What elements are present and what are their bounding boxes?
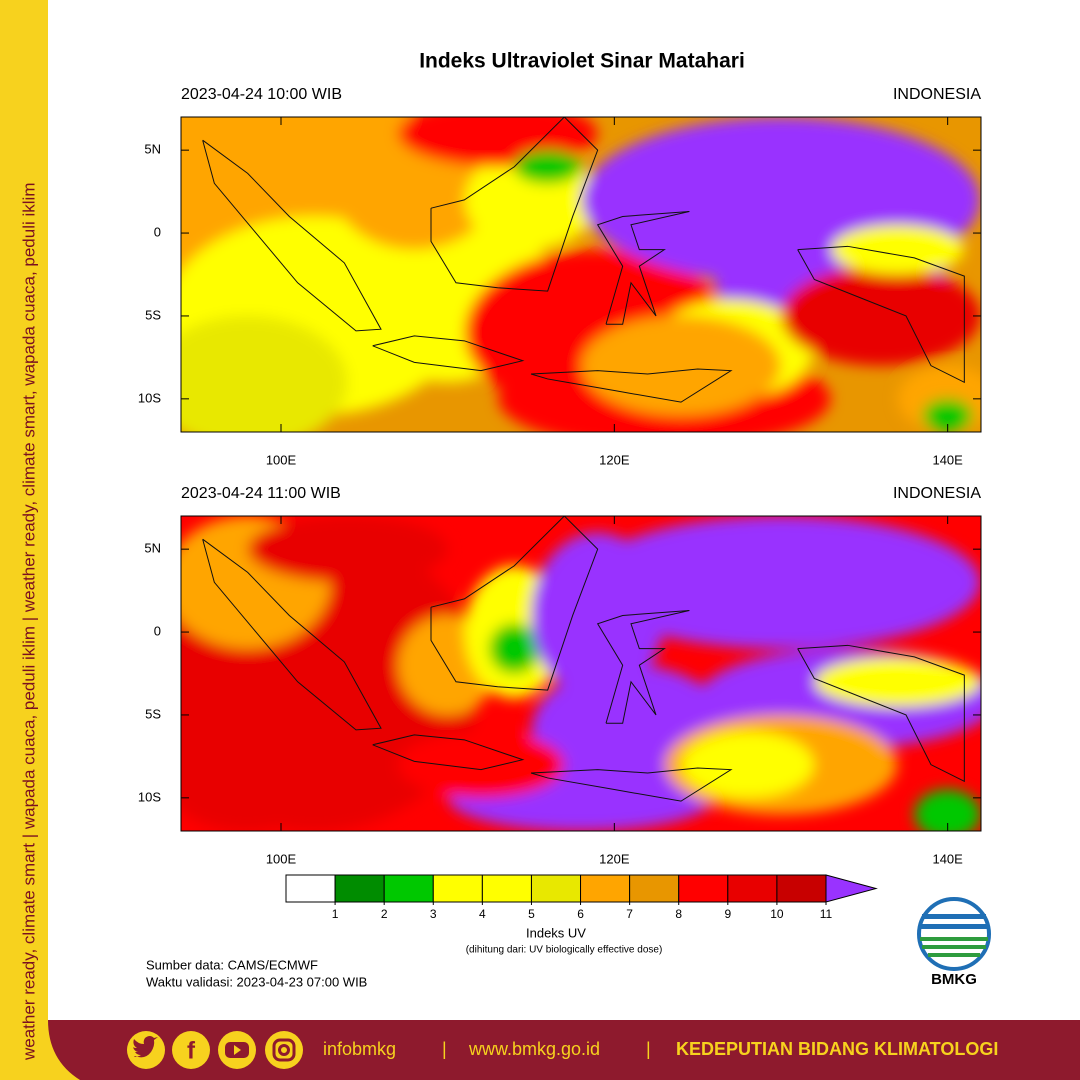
y-tick-label: 5S [145, 706, 161, 721]
legend-note: (dihitung dari: UV biologically effectiv… [466, 945, 663, 956]
x-tick-label: 120E [599, 851, 630, 866]
colorbar-label: 5 [528, 907, 535, 921]
coastline [430, 117, 599, 292]
x-tick-label: 140E [932, 452, 963, 467]
colorbar-box [334, 874, 385, 903]
y-tick-label: 5N [144, 142, 161, 157]
y-tick-label: 10S [138, 390, 161, 405]
colorbar-label: 6 [577, 907, 584, 921]
colorbar-box [678, 874, 729, 903]
colorbar-arrow [825, 874, 878, 903]
coastline [430, 516, 599, 691]
uv-region [581, 315, 781, 416]
source-valid: Waktu validasi: 2023-04-23 07:00 WIB [146, 974, 367, 989]
uv-region [581, 516, 981, 649]
x-tick-label: 100E [266, 851, 297, 866]
sidebar-text: weather ready, climate smart | wapada cu… [19, 183, 38, 1061]
footer-separator: | [442, 1039, 447, 1059]
uv-region [922, 398, 973, 432]
x-tick-label: 140E [932, 851, 963, 866]
y-tick-label: 0 [154, 623, 161, 638]
coastline [797, 245, 965, 384]
social-icons[interactable]: f [127, 1031, 303, 1069]
uv-region [248, 516, 448, 583]
uv-map [181, 117, 981, 432]
panel-region: INDONESIA [893, 485, 981, 502]
svg-text:f: f [187, 1037, 196, 1064]
uv-region [181, 731, 331, 831]
colorbar-box [383, 874, 434, 903]
colorbar-box [285, 874, 336, 903]
x-tick-label: 100E [266, 452, 297, 467]
bmkg-logo [917, 897, 991, 971]
footer-unit: KEDEPUTIAN BIDANG KLIMATOLOGI [676, 1039, 998, 1059]
colorbar-label: 10 [770, 907, 784, 921]
map-frame [180, 116, 982, 433]
y-tick-label: 5N [144, 541, 161, 556]
y-tick-label: 0 [154, 224, 161, 239]
uv-region [781, 266, 981, 366]
uv-region [831, 224, 965, 275]
uv-region [914, 789, 981, 831]
colorbar-box [481, 874, 532, 903]
coastline [372, 335, 525, 372]
panel-time: 2023-04-24 11:00 WIB [181, 485, 341, 502]
coastline [202, 538, 382, 731]
y-tick-label: 5S [145, 307, 161, 322]
y-tick-label: 10S [138, 789, 161, 804]
logo-text: BMKG [931, 971, 977, 988]
footer-band [48, 1020, 1080, 1080]
coastline [596, 211, 690, 325]
source-data: Sumber data: CAMS/ECMWF [146, 957, 318, 972]
colorbar-box [432, 874, 483, 903]
colorbar-label: 8 [675, 907, 682, 921]
footer-handle: infobmkg [323, 1039, 396, 1059]
colorbar-box [629, 874, 680, 903]
colorbar-label: 11 [820, 907, 833, 921]
coastline [797, 644, 965, 783]
colorbar-label: 2 [381, 907, 388, 921]
uv-region [181, 315, 348, 432]
panel-time: 2023-04-24 10:00 WIB [181, 86, 342, 103]
uv-region [398, 731, 564, 798]
colorbar-label: 1 [332, 907, 339, 921]
footer-corner [48, 1020, 80, 1080]
uv-region [814, 656, 981, 707]
colorbar-label: 9 [724, 907, 731, 921]
colorbar-label: 3 [430, 907, 437, 921]
uv-map [181, 516, 981, 831]
colorbar-box [727, 874, 778, 903]
uv-region [681, 731, 815, 798]
colorbar-box [530, 874, 582, 903]
colorbar-label: 7 [626, 907, 633, 921]
colorbar-label: 4 [479, 907, 486, 921]
coastline [202, 139, 382, 332]
x-tick-label: 120E [599, 452, 630, 467]
colorbar-box [580, 874, 631, 903]
footer-separator: | [646, 1039, 651, 1059]
sidebar-band [0, 0, 48, 1080]
coastline [530, 368, 733, 403]
footer-website: www.bmkg.go.id [468, 1039, 600, 1059]
legend-title: Indeks UV [526, 925, 586, 940]
colorbar-box [776, 874, 827, 903]
title: Indeks Ultraviolet Sinar Matahari [419, 50, 745, 73]
panel-region: INDONESIA [893, 86, 981, 103]
uv-region [489, 623, 540, 674]
coastline [596, 610, 690, 724]
coastline [530, 767, 733, 802]
coastline [372, 734, 525, 771]
uv-region [514, 150, 581, 184]
map-frame [180, 515, 982, 832]
